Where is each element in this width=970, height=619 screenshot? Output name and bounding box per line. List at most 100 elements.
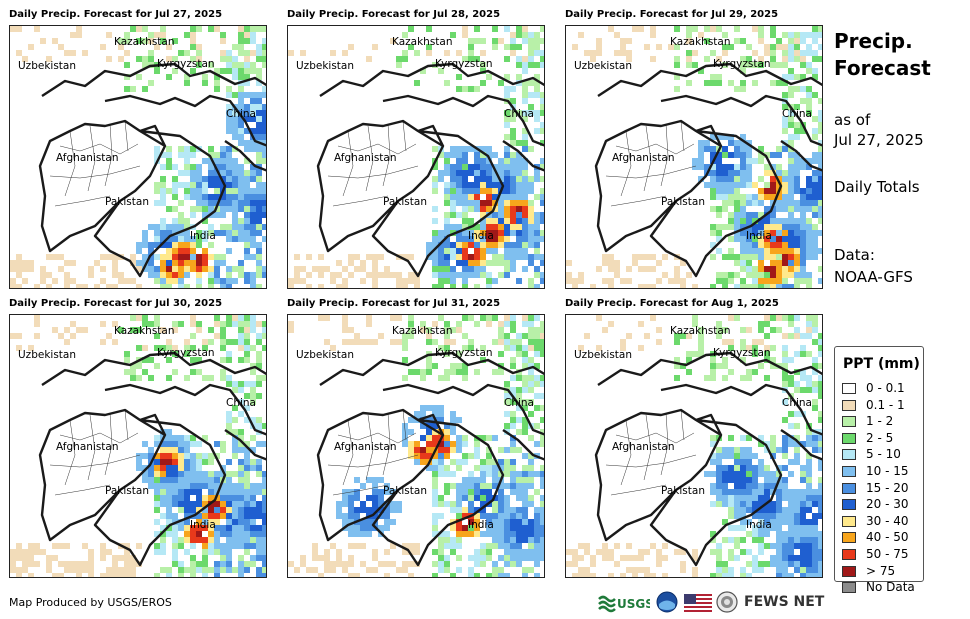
legend-title: PPT (mm) (843, 356, 920, 372)
legend-label: 20 - 30 (866, 497, 909, 512)
country-borders (594, 351, 822, 567)
totals-label: Daily Totals (834, 178, 920, 196)
map-credit: Map Produced by USGS/EROS (9, 596, 172, 609)
map-label-china: China (226, 397, 256, 409)
province-borders (327, 409, 419, 496)
legend-label: 0.1 - 1 (866, 397, 905, 412)
panel-title: Daily Precip. Forecast for Jul 27, 2025 (9, 9, 223, 20)
precip-raster (288, 315, 544, 577)
legend-swatch (842, 548, 856, 560)
map-label-china: China (782, 108, 812, 120)
legend-label: No Data (866, 580, 915, 595)
as-of-date: Jul 27, 2025 (834, 131, 924, 149)
country-borders (594, 62, 822, 278)
country-borders (38, 351, 266, 567)
map-label-china: China (226, 108, 256, 120)
province-borders (49, 409, 141, 496)
province-borders (605, 409, 697, 496)
legend-label: 15 - 20 (866, 480, 909, 495)
precip-map: Kazakhstan Uzbekistan Kyrgyzstan China Afgha… (287, 314, 545, 578)
legend-swatch (842, 449, 856, 461)
data-source: NOAA-GFS (834, 268, 913, 286)
panel-title: Daily Precip. Forecast for Jul 28, 2025 (287, 9, 501, 20)
map-label-afghanistan: Afghanistan (612, 152, 675, 164)
province-borders (49, 120, 141, 207)
map-label-china: China (504, 397, 534, 409)
province-borders (605, 120, 697, 207)
precip-map: Kazakhstan Uzbekistan Kyrgyzstan China Afgha… (9, 314, 267, 578)
precip-map: Kazakhstan Uzbekistan Kyrgyzstan China Afgha… (9, 25, 267, 289)
precip-raster (566, 26, 822, 288)
legend-swatch (842, 416, 856, 428)
precip-raster (566, 315, 822, 577)
map-label-pakistan: Pakistan (105, 196, 149, 208)
map-label-kazakhstan: Kazakhstan (670, 325, 731, 337)
legend-swatch (842, 582, 856, 594)
map-label-kyrgyzstan: Kyrgyzstan (435, 347, 493, 359)
legend-label: 1 - 2 (866, 414, 894, 429)
panel-title: Daily Precip. Forecast for Jul 31, 2025 (287, 298, 501, 309)
fews-net-logo: FEWS NET (744, 594, 825, 610)
legend-swatch (842, 499, 856, 511)
as-of-label: as of (834, 111, 871, 129)
map-label-india: India (468, 519, 494, 531)
precip-raster (10, 26, 266, 288)
map-label-kazakhstan: Kazakhstan (114, 36, 175, 48)
product-title: Precip. Forecast (834, 28, 931, 82)
legend-label: 2 - 5 (866, 430, 894, 445)
panel-title: Daily Precip. Forecast for Jul 30, 2025 (9, 298, 223, 309)
map-label-india: India (190, 230, 216, 242)
legend-label: 5 - 10 (866, 447, 901, 462)
title-line-2: Forecast (834, 56, 931, 80)
map-label-afghanistan: Afghanistan (56, 441, 119, 453)
usaid-seal-icon (716, 591, 738, 617)
legend-swatch (842, 515, 856, 527)
precip-raster (288, 26, 544, 288)
data-label: Data: (834, 246, 875, 264)
legend-swatch (842, 432, 856, 444)
panel-title: Daily Precip. Forecast for Aug 1, 2025 (565, 298, 779, 309)
map-label-afghanistan: Afghanistan (612, 441, 675, 453)
title-line-1: Precip. (834, 29, 913, 53)
map-label-india: India (190, 519, 216, 531)
map-label-kazakhstan: Kazakhstan (392, 325, 453, 337)
map-label-uzbekistan: Uzbekistan (296, 60, 354, 72)
precip-map: Kazakhstan Uzbekistan Kyrgyzstan China Afgha… (565, 314, 823, 578)
precip-map: Kazakhstan Uzbekistan Kyrgyzstan China Afgha… (287, 25, 545, 289)
map-label-pakistan: Pakistan (383, 485, 427, 497)
map-label-uzbekistan: Uzbekistan (18, 349, 76, 361)
map-label-pakistan: Pakistan (661, 485, 705, 497)
precip-raster (10, 315, 266, 577)
legend-label: 30 - 40 (866, 513, 909, 528)
noaa-logo (656, 591, 678, 617)
map-label-pakistan: Pakistan (383, 196, 427, 208)
panel-title: Daily Precip. Forecast for Jul 29, 2025 (565, 9, 779, 20)
legend-swatch (842, 532, 856, 544)
legend-label: 50 - 75 (866, 546, 909, 561)
map-label-india: India (746, 230, 772, 242)
map-label-pakistan: Pakistan (105, 485, 149, 497)
map-label-afghanistan: Afghanistan (56, 152, 119, 164)
map-label-afghanistan: Afghanistan (334, 152, 397, 164)
map-label-china: China (504, 108, 534, 120)
country-borders (38, 62, 266, 278)
map-label-uzbekistan: Uzbekistan (18, 60, 76, 72)
legend-label: 10 - 15 (866, 463, 909, 478)
map-label-kyrgyzstan: Kyrgyzstan (713, 58, 771, 70)
legend-label: 0 - 0.1 (866, 381, 905, 395)
map-label-pakistan: Pakistan (661, 196, 705, 208)
map-label-uzbekistan: Uzbekistan (574, 349, 632, 361)
map-label-uzbekistan: Uzbekistan (574, 60, 632, 72)
province-borders (327, 120, 419, 207)
legend-label: 40 - 50 (866, 530, 909, 545)
map-label-kyrgyzstan: Kyrgyzstan (157, 58, 215, 70)
legend-swatch (842, 482, 856, 494)
map-label-afghanistan: Afghanistan (334, 441, 397, 453)
legend-swatch (842, 383, 856, 394)
map-label-kazakhstan: Kazakhstan (392, 36, 453, 48)
precip-map: Kazakhstan Uzbekistan Kyrgyzstan China Afgha… (565, 25, 823, 289)
map-label-india: India (468, 230, 494, 242)
map-label-india: India (746, 519, 772, 531)
map-label-kazakhstan: Kazakhstan (114, 325, 175, 337)
